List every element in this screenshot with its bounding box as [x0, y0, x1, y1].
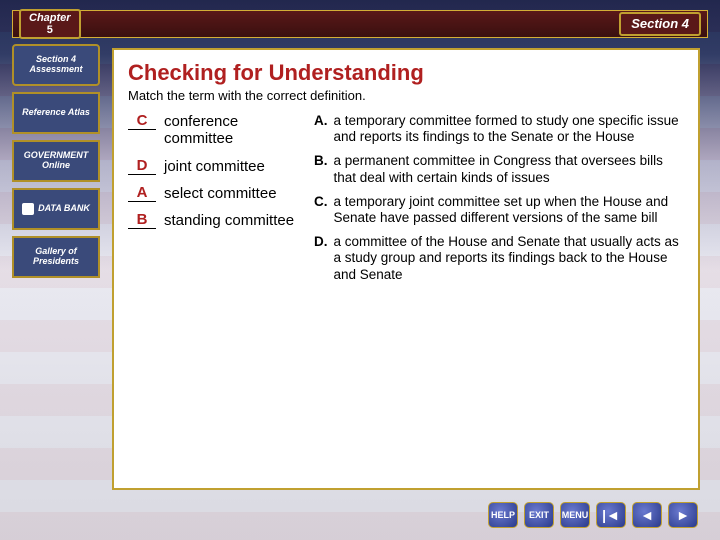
sidebar-databank-button[interactable]: DATA BANK — [12, 188, 100, 230]
definition-row: B. a permanent committee in Congress tha… — [314, 153, 684, 185]
chapter-plate: Chapter 5 — [19, 9, 81, 39]
sidebar-govonline-button[interactable]: GOVERNMENT Online — [12, 140, 100, 182]
next-icon: ► — [676, 507, 690, 523]
sidebar: Section 4 Assessment Reference Atlas GOV… — [12, 44, 102, 284]
definition-text: a temporary committee formed to study on… — [334, 113, 685, 145]
definition-text: a permanent committee in Congress that o… — [334, 153, 685, 185]
match-grid: C conference committee D joint committee… — [128, 113, 684, 291]
prev-icon: ◄ — [640, 507, 654, 523]
sidebar-assessment-label: Section 4 Assessment — [18, 55, 94, 75]
first-icon: |◄ — [602, 507, 620, 523]
definition-letter: A. — [314, 113, 328, 145]
content-card: Checking for Understanding Match the ter… — [112, 48, 700, 490]
sidebar-atlas-button[interactable]: Reference Atlas — [12, 92, 100, 134]
menu-button[interactable]: MENU — [560, 502, 590, 528]
term-text: select committee — [164, 185, 277, 202]
help-button[interactable]: HELP — [488, 502, 518, 528]
definition-letter: B. — [314, 153, 328, 185]
sidebar-atlas-label: Reference Atlas — [22, 108, 90, 118]
answer-blank[interactable]: D — [128, 158, 156, 175]
term-row: B standing committee — [128, 212, 298, 229]
instruction-text: Match the term with the correct definiti… — [128, 88, 684, 103]
definition-text: a temporary joint committee set up when … — [334, 194, 685, 226]
term-row: D joint committee — [128, 158, 298, 175]
definition-text: a committee of the House and Senate that… — [334, 234, 685, 283]
exit-button[interactable]: EXIT — [524, 502, 554, 528]
definition-row: C. a temporary joint committee set up wh… — [314, 194, 684, 226]
top-bar: Chapter 5 Section 4 — [12, 10, 708, 38]
definition-letter: D. — [314, 234, 328, 283]
sidebar-assessment-button[interactable]: Section 4 Assessment — [12, 44, 100, 86]
terms-column: C conference committee D joint committee… — [128, 113, 298, 291]
definitions-column: A. a temporary committee formed to study… — [314, 113, 684, 291]
menu-label: MENU — [562, 510, 589, 520]
sidebar-gallery-bottom: Presidents — [33, 257, 79, 267]
term-text: joint committee — [164, 158, 265, 175]
definition-row: D. a committee of the House and Senate t… — [314, 234, 684, 283]
sidebar-databank-bottom: BANK — [64, 203, 90, 213]
answer-blank[interactable]: C — [128, 113, 156, 130]
first-button[interactable]: |◄ — [596, 502, 626, 528]
term-text: conference committee — [164, 113, 298, 148]
term-row: A select committee — [128, 185, 298, 202]
chapter-number: 5 — [29, 24, 71, 36]
database-icon — [22, 203, 34, 215]
prev-button[interactable]: ◄ — [632, 502, 662, 528]
section-label: Section 4 — [631, 16, 689, 31]
chapter-word: Chapter — [29, 12, 71, 24]
bottom-nav: HELP EXIT MENU |◄ ◄ ► — [488, 502, 698, 528]
slide-root: Chapter 5 Section 4 Section 4 Assessment… — [0, 0, 720, 540]
sidebar-gallery-button[interactable]: Gallery of Presidents — [12, 236, 100, 278]
sidebar-govonline-bottom: Online — [42, 161, 70, 171]
answer-blank[interactable]: A — [128, 185, 156, 202]
next-button[interactable]: ► — [668, 502, 698, 528]
definition-row: A. a temporary committee formed to study… — [314, 113, 684, 145]
term-text: standing committee — [164, 212, 294, 229]
page-title: Checking for Understanding — [128, 60, 684, 86]
definition-letter: C. — [314, 194, 328, 226]
answer-blank[interactable]: B — [128, 212, 156, 229]
help-label: HELP — [491, 510, 515, 520]
exit-label: EXIT — [529, 510, 549, 520]
term-row: C conference committee — [128, 113, 298, 148]
sidebar-databank-top: DATA — [38, 203, 61, 213]
section-plate: Section 4 — [619, 12, 701, 36]
